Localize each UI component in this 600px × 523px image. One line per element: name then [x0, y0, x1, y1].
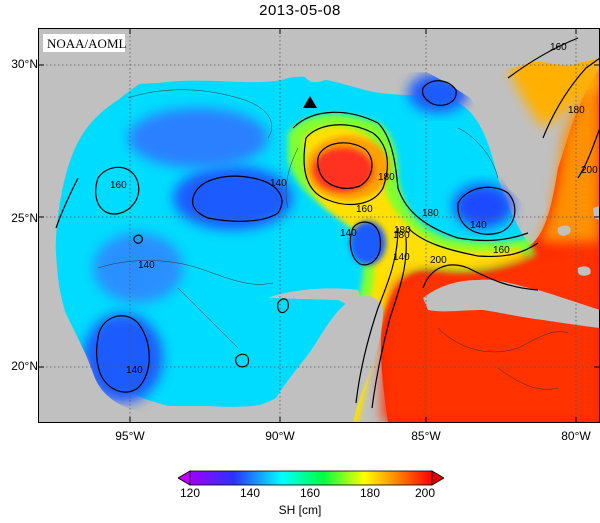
contour-200-east: [422, 264, 539, 291]
contour-atlantic-180: [542, 57, 600, 139]
contour-label: 200: [430, 255, 447, 266]
contour-label: 180: [394, 225, 411, 236]
contour-label: 200: [581, 165, 598, 176]
map-title: 2013-05-08: [259, 2, 341, 19]
lat-label-20n: 20°N: [11, 359, 38, 373]
low-sh-patch-mid: [350, 221, 386, 265]
contour-warm-eddy-inner: [317, 142, 373, 189]
contour-label: 140: [270, 178, 287, 189]
contour-west-edge: [55, 177, 79, 229]
contour-loop-180: [407, 227, 539, 258]
contour-label: 160: [493, 245, 510, 256]
low-sh-patch-north: [128, 108, 268, 168]
lon-label-90w: 90°W: [265, 429, 295, 443]
lat-label-30n: 30°N: [11, 57, 38, 71]
lat-label-25n: 25°N: [11, 211, 38, 225]
lon-label-85w: 85°W: [411, 429, 441, 443]
axis-ticks: [38, 28, 600, 423]
colorbar-tick: 120: [179, 486, 201, 500]
contour-label: 140: [138, 260, 155, 271]
colorbar-tick: 180: [359, 486, 381, 500]
contour-atlantic-160: [507, 37, 579, 79]
colorbar: [178, 470, 444, 486]
contour-loop-180-south: [371, 237, 407, 409]
colorbar-gradient: [189, 470, 433, 486]
contour-west-160: [95, 166, 140, 215]
colorbar-tick: 140: [239, 486, 261, 500]
colorbar-tick: 200: [414, 486, 436, 500]
bahamas-1: [557, 225, 571, 236]
contour-label: 160: [356, 204, 373, 215]
low-sh-patch-south: [93, 233, 183, 303]
colorbar-right-arrow: [431, 470, 444, 486]
station-marker-triangle: [303, 96, 317, 108]
contour-label: 140: [340, 228, 357, 239]
contour-label: 140: [393, 252, 410, 263]
florida-strait-orange: [538, 63, 600, 243]
bahamas-3: [593, 206, 600, 220]
contour-label: 180: [568, 105, 585, 116]
contour-sw-low: [96, 315, 150, 393]
contour-label: 160: [550, 42, 567, 53]
sea-height-map: 160 140 140 180 180 160 180 180 200 140 …: [38, 28, 600, 423]
contour-label: 160: [110, 180, 127, 191]
contour-warm-eddy: [303, 124, 388, 206]
contour-lines: [55, 37, 600, 409]
yucatan-peninsula: [276, 295, 383, 423]
low-sh-patch-west: [83, 313, 163, 403]
colorbar-label: SH [cm]: [278, 503, 322, 517]
graticule: [38, 28, 600, 423]
lon-label-80w: 80°W: [561, 429, 591, 443]
contour-label: 180: [378, 172, 395, 183]
loop-current-red: [381, 243, 600, 423]
contour-label: 140: [470, 220, 487, 231]
credit-text: NOAA/AOML: [47, 36, 127, 51]
contour-ne-low: [421, 80, 457, 106]
lon-label-95w: 95°W: [115, 429, 145, 443]
contour-south-small: [235, 353, 250, 368]
contour-label-group: 160 140 140 180 180 160 180 180 200 140 …: [110, 42, 598, 376]
contour-center-small: [277, 298, 289, 314]
contour-label: 140: [126, 365, 143, 376]
contour-loop-west: [355, 227, 399, 404]
contour-loop-160: [292, 111, 529, 242]
contour-central-low: [191, 175, 283, 222]
credit-box: [43, 34, 125, 52]
contour-east-low: [457, 186, 516, 235]
warm-eddy-core: [313, 148, 373, 192]
colorbar-tick: 160: [299, 486, 321, 500]
contour-lines-thin: [97, 89, 569, 390]
contour-label: 180: [393, 230, 410, 241]
contour-atlantic-200: [577, 127, 600, 179]
low-sh-patch-central: [173, 166, 293, 230]
contour-tiny-west: [133, 234, 143, 244]
cuba: [423, 279, 600, 328]
contour-label: 180: [422, 208, 439, 219]
us-gulf-coast: [38, 28, 600, 423]
bahamas-2: [577, 266, 591, 276]
contour-mid-south: [349, 221, 382, 266]
colorbar-left-arrow: [178, 470, 191, 486]
